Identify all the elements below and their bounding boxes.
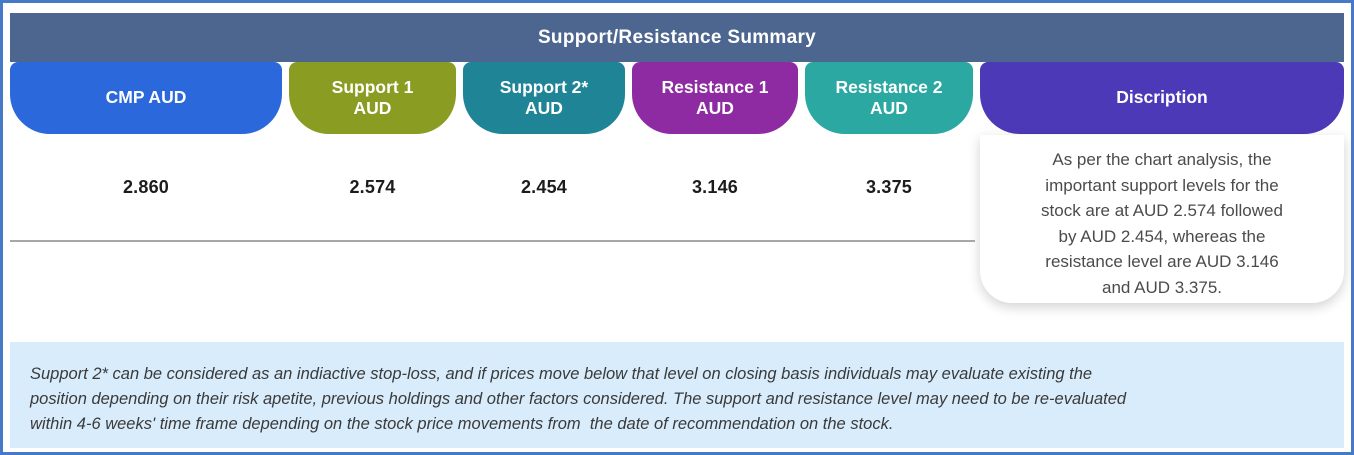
footnote-line: within 4-6 weeks' time frame depending o…: [30, 414, 894, 433]
table-title: Support/Resistance Summary: [537, 26, 817, 48]
column-header-support1: Support 1 AUD: [289, 62, 456, 134]
column-description: Discription As per the chart analysis, t…: [980, 62, 1344, 303]
column-header-label-line2: AUD: [525, 98, 563, 118]
column-support1: Support 1 AUD 2.574: [289, 62, 456, 303]
column-header-support2: Support 2* AUD: [463, 62, 625, 134]
column-header-label: Resistance 1: [661, 76, 769, 97]
column-header-label-line2: AUD: [353, 98, 392, 118]
description-line: by AUD 2.454, whereas the: [1058, 226, 1266, 246]
value-support1: 2.574: [349, 176, 396, 197]
value-support2: 2.454: [520, 176, 568, 197]
column-header-description: Discription: [980, 62, 1344, 134]
description-line: resistance level are AUD 3.146: [1045, 252, 1279, 271]
column-support2: Support 2* AUD 2.454: [463, 62, 625, 303]
footnote-line: Support 2* can be considered as an india…: [30, 365, 1093, 383]
column-header-resistance2: Resistance 2 AUD: [805, 62, 973, 134]
table-columns: CMP AUD 2.860 Support 1 AUD 2.574 Suppor…: [10, 62, 1344, 303]
description-line: important support levels for the: [1045, 175, 1279, 195]
column-header-label-line2: AUD: [870, 98, 908, 118]
table-title-bar: Support/Resistance Summary: [10, 13, 1344, 62]
description-line: stock are at AUD 2.574 followed: [1041, 201, 1283, 220]
column-resistance2: Resistance 2 AUD 3.375: [805, 62, 973, 303]
values-divider-line: [10, 240, 975, 242]
description-line: and AUD 3.375.: [1101, 277, 1223, 297]
column-header-label: Discription: [1116, 87, 1208, 108]
column-header-resistance1: Resistance 1 AUD: [632, 62, 798, 134]
description-line: As per the chart analysis, the: [1052, 150, 1272, 169]
value-cmp: 2.860: [122, 176, 170, 197]
column-header-label: Support 2*: [499, 76, 589, 97]
value-resistance1: 3.146: [691, 176, 739, 197]
value-resistance2: 3.375: [865, 176, 913, 197]
column-header-label-line2: AUD: [696, 98, 734, 118]
column-resistance1: Resistance 1 AUD 3.146: [632, 62, 798, 303]
column-header-label: Resistance 2: [835, 76, 943, 97]
column-header-cmp: CMP AUD: [10, 62, 282, 134]
footnote-panel: Support 2* can be considered as an india…: [10, 342, 1344, 448]
description-card: As per the chart analysis, the important…: [980, 135, 1344, 303]
table-body: CMP AUD 2.860 Support 1 AUD 2.574 Suppor…: [10, 62, 1344, 342]
column-cmp: CMP AUD 2.860: [10, 62, 282, 303]
footnote-line: position depending on their risk apetite…: [30, 389, 1127, 408]
column-header-label: Support 1: [331, 76, 414, 97]
column-header-label: CMP AUD: [105, 87, 187, 108]
